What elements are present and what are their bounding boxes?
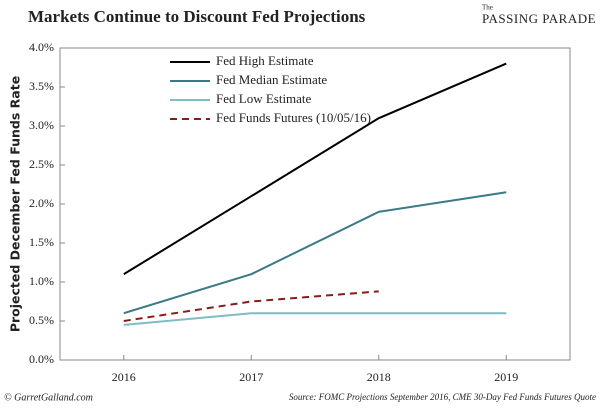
logo-small: The: [482, 4, 493, 12]
legend-label: Fed Low Estimate: [216, 91, 312, 106]
series-line: [123, 62, 507, 276]
x-tick-label: 2016: [112, 370, 136, 384]
source: Source: FOMC Projections September 2016,…: [289, 392, 596, 402]
legend-label: Fed Median Estimate: [216, 72, 327, 87]
y-tick-label: 3.5%: [29, 79, 54, 93]
series-line: [123, 191, 507, 315]
x-tick-label: 2017: [239, 370, 263, 384]
legend-label: Fed High Estimate: [216, 53, 314, 68]
logo: PASSING PARADE: [482, 11, 596, 26]
y-tick-label: 1.5%: [29, 235, 54, 249]
y-tick-label: 2.0%: [29, 196, 54, 210]
legend-label: Fed Funds Futures (10/05/16): [216, 110, 371, 125]
y-tick-label: 3.0%: [29, 118, 54, 132]
y-axis-label: Projected December Fed Funds Rate: [8, 76, 23, 332]
credit: © GarretGalland.com: [4, 392, 93, 403]
y-tick-label: 2.5%: [29, 157, 54, 171]
y-tick-label: 4.0%: [29, 40, 54, 54]
series-line: [123, 312, 507, 326]
y-tick-label: 0.5%: [29, 313, 54, 327]
y-tick-label: 1.0%: [29, 274, 54, 288]
x-tick-label: 2018: [367, 370, 391, 384]
x-tick-label: 2019: [494, 370, 518, 384]
series-line: [123, 290, 379, 322]
y-tick-label: 0.0%: [29, 352, 54, 366]
chart-title: Markets Continue to Discount Fed Project…: [28, 7, 366, 26]
